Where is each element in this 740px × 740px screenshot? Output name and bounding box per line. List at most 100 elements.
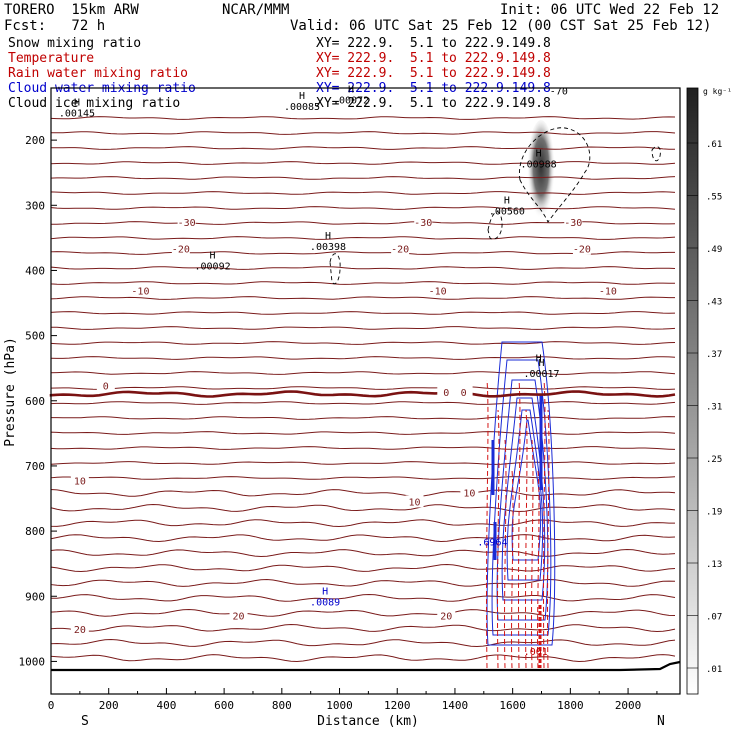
maximum-value: .00017	[523, 369, 559, 380]
cloud-water-contour	[491, 359, 552, 636]
forecast-hour: Fcst: 72 h	[4, 18, 106, 34]
isotherm-line	[50, 116, 676, 120]
isotherm-label-box	[414, 215, 433, 228]
isotherm-line	[50, 488, 676, 498]
maximum-marker: H	[299, 91, 305, 102]
y-tick-label: 300	[25, 199, 45, 212]
maximum-value: .00092	[195, 262, 231, 273]
isotherm-line	[50, 534, 676, 543]
isotherm-label: 0	[443, 388, 449, 399]
isotherm-line	[50, 476, 676, 480]
isotherm-label-box	[428, 284, 447, 297]
maximum-value: .00398	[310, 242, 346, 253]
maximum-marker: H	[504, 195, 510, 206]
contour-label: .001	[524, 647, 548, 658]
legend-rain-label: Rain water mixing ratio	[8, 66, 189, 81]
isotherm-label: -30	[414, 218, 432, 229]
isotherm-line	[50, 341, 676, 345]
isotherm-line	[50, 176, 676, 180]
north-label: N	[657, 714, 665, 729]
isotherm-label-box	[177, 215, 196, 228]
y-tick-label: 700	[25, 460, 45, 473]
colorbar-tick-label: .61	[706, 140, 722, 150]
y-tick-label: 200	[25, 134, 45, 147]
colorbar-tick-label: .31	[706, 403, 722, 413]
legend-temperature-range: XY= 222.9. 5.1 to 222.9.149.8	[316, 51, 551, 66]
rain-water-contour	[547, 409, 550, 669]
isotherm-line	[50, 593, 676, 602]
y-axis-title: Pressure (hPa)	[3, 337, 18, 447]
maximum-value: .00988	[521, 159, 557, 170]
x-tick-label: 1200	[384, 699, 411, 712]
rain-water-contour	[486, 379, 489, 669]
isotherm-label: -10	[131, 286, 149, 297]
isotherm-label: -20	[172, 245, 190, 256]
isotherm-label-box	[131, 284, 150, 297]
y-tick-label: 1000	[19, 655, 46, 668]
isotherm-label: 20	[233, 611, 245, 622]
rain-water-contour	[525, 409, 528, 669]
isotherm-label: 0	[461, 388, 467, 399]
isotherm-line	[50, 206, 676, 210]
rain-water-contour	[511, 469, 514, 669]
x-tick-label: 200	[99, 699, 119, 712]
isotherm-label: 0	[103, 381, 109, 392]
cloud-water-contour	[506, 409, 544, 581]
x-tick-label: 600	[214, 699, 234, 712]
isotherm-label-box	[598, 284, 617, 297]
isotherm-label-box	[96, 379, 115, 392]
isotherm-label: -30	[564, 218, 582, 229]
freezing-level-line	[49, 390, 676, 398]
isotherm-label-box	[454, 385, 473, 398]
y-tick-label: 900	[25, 590, 45, 603]
maximum-marker: H	[348, 85, 354, 96]
isotherm-line	[50, 563, 676, 573]
rain-water-contour	[543, 379, 546, 669]
isotherm-label: -30	[178, 218, 196, 229]
model-title: TORERO 15km ARW	[4, 2, 139, 18]
isotherm-label: -10	[429, 286, 447, 297]
isotherm-label-box	[229, 609, 248, 622]
isotherm-line	[50, 503, 676, 513]
isotherm-label-box	[564, 215, 583, 228]
maximum-marker: H	[74, 98, 80, 109]
colorbar-tick-label: .07	[706, 613, 722, 623]
colorbar-tick-label: .01	[706, 665, 722, 675]
isotherm-line	[50, 356, 676, 360]
maximum-marker: H	[325, 231, 331, 242]
y-tick-label: 400	[25, 264, 45, 277]
isotherm-line	[50, 386, 676, 390]
y-tick-label: 600	[25, 395, 45, 408]
colorbar-tick-label: .43	[706, 298, 722, 308]
isotherm-label: 20	[74, 625, 86, 636]
colorbar-tick-label: .49	[706, 245, 722, 255]
colorbar-tick-label: .13	[706, 560, 722, 570]
isotherm-label: 10	[409, 497, 421, 508]
legend-snow-label: Snow mixing ratio	[8, 36, 142, 51]
y-tick-label: 800	[25, 525, 45, 538]
isotherm-label: 10	[463, 488, 475, 499]
isotherm-label-box	[460, 486, 479, 499]
rain-water-contour	[504, 439, 507, 669]
legend-rain-range: XY= 222.9. 5.1 to 222.9.149.8	[316, 66, 551, 81]
colorbar	[686, 87, 699, 695]
rain-water-contour	[518, 379, 521, 669]
isotherm-label-box	[70, 623, 89, 636]
colorbar-unit: g kg⁻¹	[703, 87, 732, 96]
maximum-marker: H	[322, 586, 328, 597]
maximum-value: .00560	[489, 206, 525, 217]
y-tick-label: 500	[25, 330, 45, 343]
colorbar-tick-label: .19	[706, 508, 722, 518]
cloud-water-contour	[501, 397, 546, 601]
isotherm-label-box	[391, 242, 410, 255]
maximum-marker: H	[538, 358, 544, 369]
isotherm-label: 20	[440, 611, 452, 622]
isotherm-line	[50, 146, 676, 150]
isotherm-label: 10	[74, 477, 86, 488]
isotherm-line	[50, 191, 676, 195]
isotherm-line	[50, 371, 676, 375]
snow-contour	[519, 127, 591, 223]
maximum-marker: H	[536, 148, 542, 159]
isotherm-line	[50, 326, 676, 330]
